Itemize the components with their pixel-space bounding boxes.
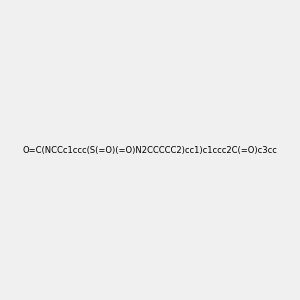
Text: O=C(NCCc1ccc(S(=O)(=O)N2CCCCC2)cc1)c1ccc2C(=O)c3cc: O=C(NCCc1ccc(S(=O)(=O)N2CCCCC2)cc1)c1ccc… (22, 146, 278, 154)
